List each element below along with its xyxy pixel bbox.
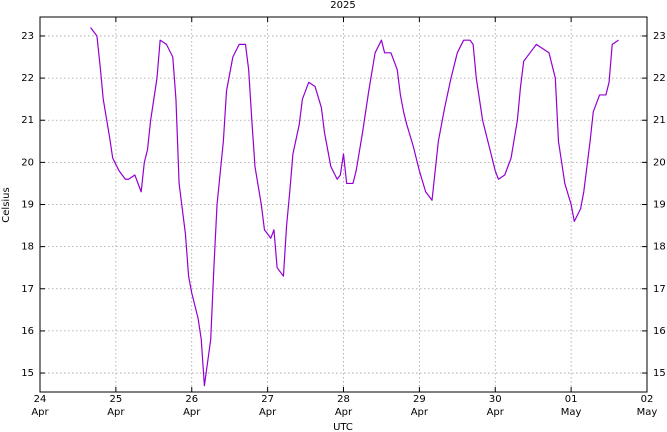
y-tick-label: 20 xyxy=(21,157,34,168)
x-tick-label: 26 Apr xyxy=(183,394,201,418)
x-tick-label: 30 Apr xyxy=(487,394,505,418)
x-tick-label: 28 Apr xyxy=(335,394,353,418)
y-tick-label-right: 21 xyxy=(653,115,666,126)
y-tick-label: 23 xyxy=(21,31,34,42)
y-tick-label: 18 xyxy=(21,242,34,253)
temperature-line xyxy=(90,27,619,387)
y-tick-label: 19 xyxy=(21,200,34,211)
x-axis-label: UTC xyxy=(333,422,353,432)
y-tick-label: 21 xyxy=(21,115,34,126)
y-tick-label: 17 xyxy=(21,284,34,295)
y-tick-label-right: 23 xyxy=(653,31,666,42)
chart-title: 2025 xyxy=(330,0,355,11)
y-tick-label-right: 15 xyxy=(653,368,666,379)
x-tick-label: 24 Apr xyxy=(31,394,49,418)
x-tick-label: 29 Apr xyxy=(411,394,429,418)
y-tick-label: 22 xyxy=(21,73,34,84)
y-tick-label: 16 xyxy=(21,326,34,337)
y-tick-label: 15 xyxy=(21,368,34,379)
y-tick-label-right: 16 xyxy=(653,326,666,337)
y-axis-label: Celsius xyxy=(1,187,12,222)
x-tick-label: 02 May xyxy=(637,394,658,418)
x-tick-label: 01 May xyxy=(561,394,582,418)
y-tick-label-right: 19 xyxy=(653,200,666,211)
y-tick-label-right: 17 xyxy=(653,284,666,295)
x-tick-label: 27 Apr xyxy=(259,394,277,418)
x-tick-label: 25 Apr xyxy=(107,394,125,418)
y-tick-label-right: 22 xyxy=(653,73,666,84)
y-tick-label-right: 18 xyxy=(653,242,666,253)
y-tick-label-right: 20 xyxy=(653,157,666,168)
